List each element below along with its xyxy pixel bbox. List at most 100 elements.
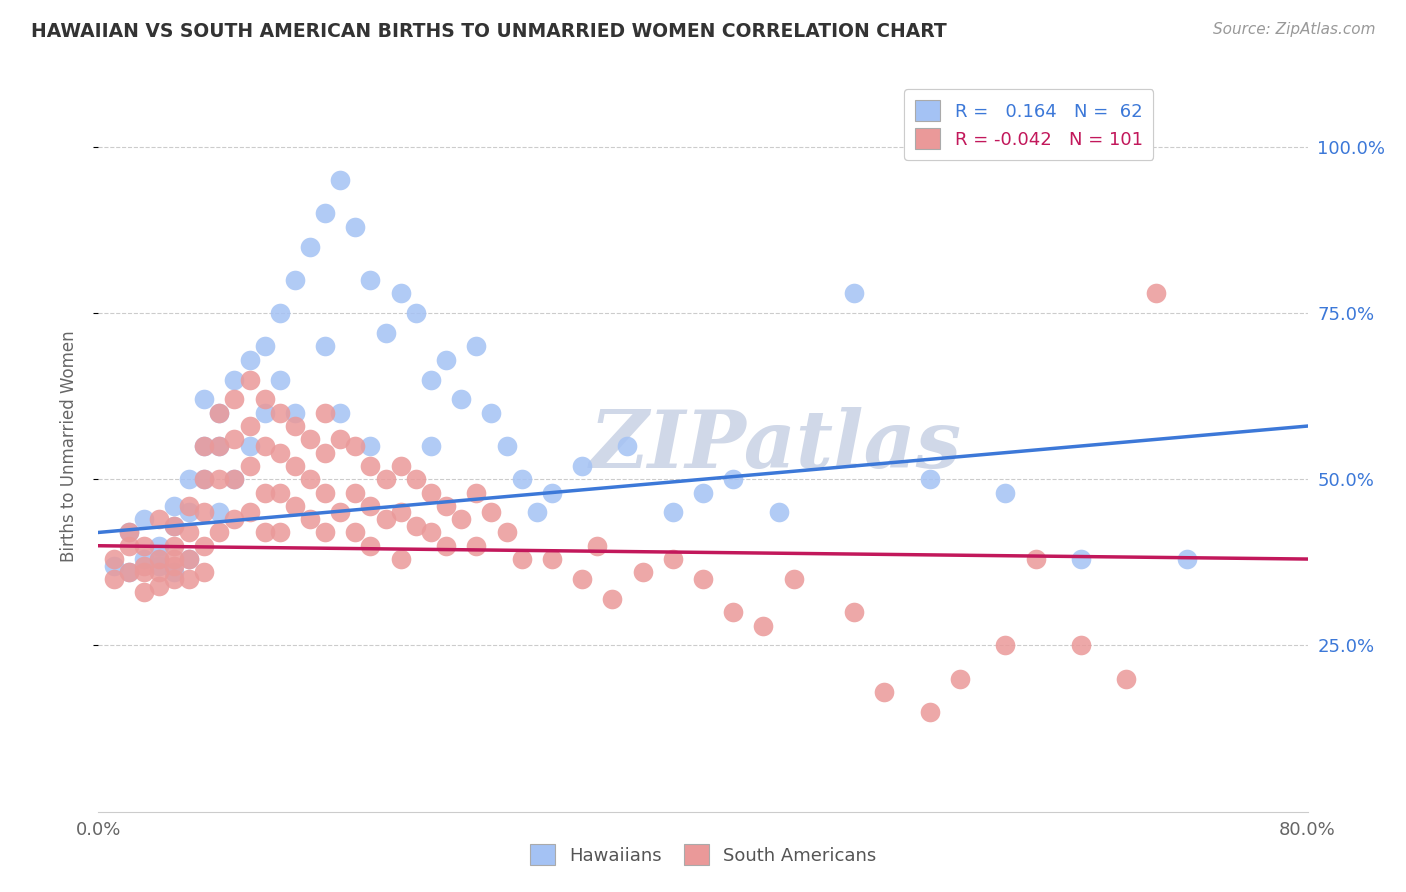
Point: [329, 433, 352, 447]
Point: [405, 306, 427, 320]
Point: [103, 558, 125, 573]
Point: [253, 339, 276, 353]
Point: [148, 558, 170, 573]
Point: [465, 339, 488, 353]
Point: [224, 472, 246, 486]
Point: [661, 506, 683, 520]
Point: [949, 672, 972, 686]
Point: [994, 485, 1017, 500]
Point: [163, 552, 186, 566]
Point: [148, 579, 170, 593]
Point: [269, 406, 291, 420]
Point: [132, 585, 155, 599]
Point: [208, 406, 231, 420]
Point: [434, 499, 457, 513]
Point: [420, 439, 443, 453]
Point: [163, 572, 186, 586]
Point: [193, 566, 215, 580]
Point: [179, 552, 201, 566]
Point: [148, 539, 170, 553]
Point: [481, 506, 503, 520]
Point: [540, 552, 562, 566]
Point: [193, 506, 215, 520]
Point: [299, 239, 322, 253]
Text: HAWAIIAN VS SOUTH AMERICAN BIRTHS TO UNMARRIED WOMEN CORRELATION CHART: HAWAIIAN VS SOUTH AMERICAN BIRTHS TO UNM…: [31, 22, 946, 41]
Point: [239, 352, 262, 367]
Point: [239, 419, 262, 434]
Point: [329, 173, 352, 187]
Point: [405, 472, 427, 486]
Point: [118, 539, 141, 553]
Point: [118, 566, 141, 580]
Point: [299, 433, 322, 447]
Point: [344, 485, 367, 500]
Point: [163, 518, 186, 533]
Point: [844, 605, 866, 619]
Point: [314, 406, 336, 420]
Point: [360, 439, 382, 453]
Point: [495, 525, 517, 540]
Point: [239, 458, 262, 473]
Point: [360, 539, 382, 553]
Point: [224, 392, 246, 407]
Point: [481, 406, 503, 420]
Point: [163, 539, 186, 553]
Point: [253, 406, 276, 420]
Point: [148, 552, 170, 566]
Point: [723, 472, 745, 486]
Point: [269, 445, 291, 459]
Y-axis label: Births to Unmarried Women: Births to Unmarried Women: [59, 330, 77, 562]
Point: [465, 485, 488, 500]
Point: [224, 472, 246, 486]
Point: [132, 552, 155, 566]
Point: [752, 618, 775, 632]
Point: [284, 406, 307, 420]
Point: [299, 472, 322, 486]
Point: [918, 472, 941, 486]
Point: [208, 506, 231, 520]
Point: [329, 406, 352, 420]
Point: [571, 458, 593, 473]
Point: [360, 273, 382, 287]
Point: [344, 525, 367, 540]
Point: [420, 525, 443, 540]
Point: [360, 458, 382, 473]
Point: [269, 485, 291, 500]
Point: [374, 512, 396, 526]
Point: [132, 558, 155, 573]
Point: [405, 518, 427, 533]
Point: [103, 552, 125, 566]
Point: [1115, 672, 1137, 686]
Point: [193, 472, 215, 486]
Point: [193, 539, 215, 553]
Point: [344, 219, 367, 234]
Point: [148, 566, 170, 580]
Point: [239, 439, 262, 453]
Point: [269, 372, 291, 386]
Point: [661, 552, 683, 566]
Point: [132, 566, 155, 580]
Point: [844, 286, 866, 301]
Point: [768, 506, 790, 520]
Point: [193, 472, 215, 486]
Point: [208, 525, 231, 540]
Point: [193, 392, 215, 407]
Point: [284, 499, 307, 513]
Point: [284, 273, 307, 287]
Point: [253, 485, 276, 500]
Point: [163, 566, 186, 580]
Point: [510, 472, 533, 486]
Point: [692, 485, 714, 500]
Point: [239, 506, 262, 520]
Point: [873, 685, 896, 699]
Point: [1175, 552, 1198, 566]
Point: [314, 485, 336, 500]
Point: [1070, 552, 1092, 566]
Point: [586, 539, 609, 553]
Text: Source: ZipAtlas.com: Source: ZipAtlas.com: [1212, 22, 1375, 37]
Point: [1024, 552, 1046, 566]
Point: [389, 552, 412, 566]
Point: [224, 512, 246, 526]
Point: [1144, 286, 1167, 301]
Point: [450, 512, 472, 526]
